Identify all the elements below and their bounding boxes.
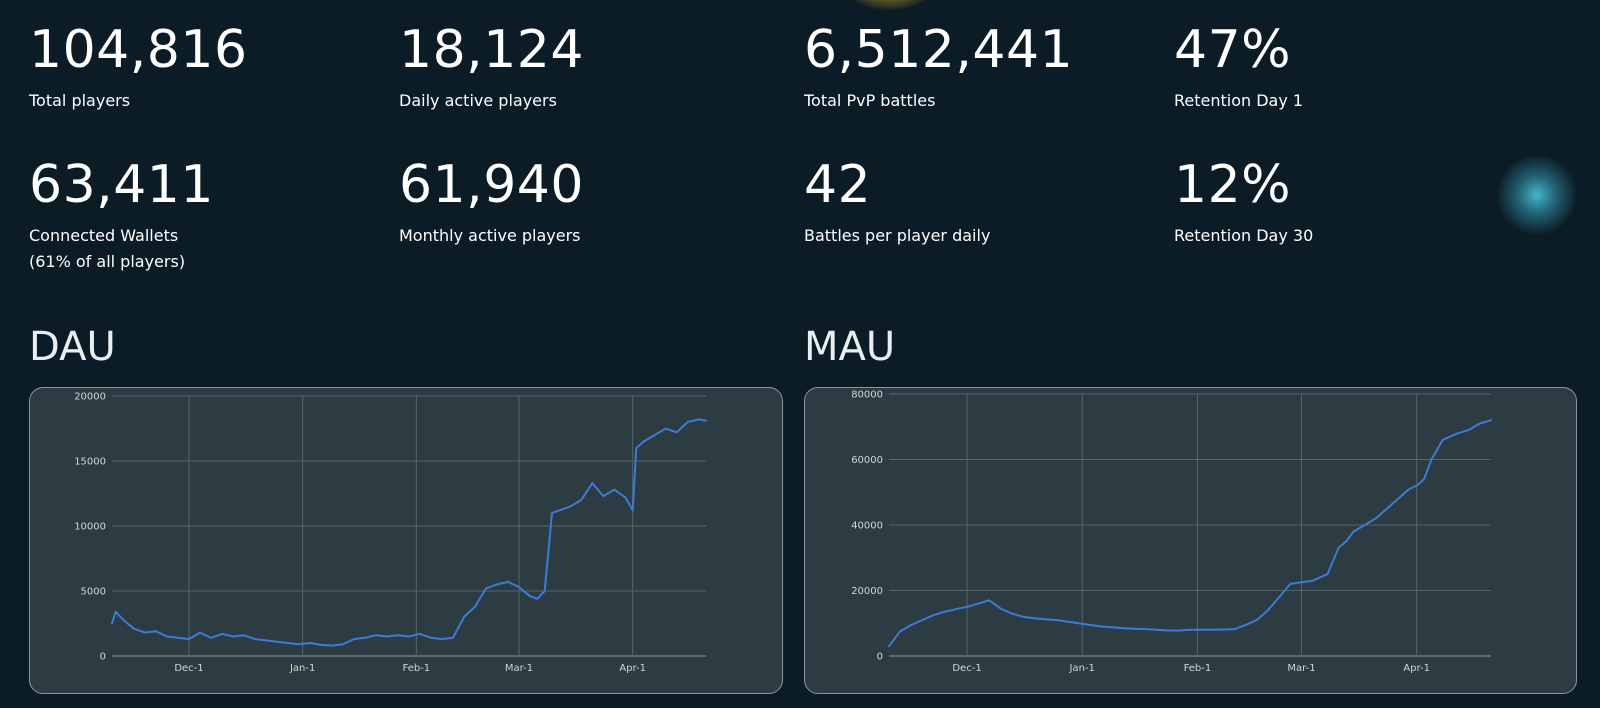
x-tick-label: Apr-1 [619, 663, 646, 674]
stat-value: 61,940 [399, 155, 584, 215]
stat-total-pvp-battles: 6,512,441 Total PvP battles [804, 20, 1073, 114]
dau-chart-panel: 0 5000 10000 15000 20000 Dec-1 Jan-1 Feb-1 Mar-1… [29, 387, 783, 694]
stat-retention-day-30: 12% Retention Day 30 [1174, 155, 1313, 249]
x-tick-label: Jan-1 [1069, 663, 1095, 674]
x-tick-label: Mar-1 [1287, 663, 1315, 674]
stat-monthly-active-players: 61,940 Monthly active players [399, 155, 584, 249]
stat-label: Battles per player daily [804, 226, 991, 245]
stat-value: 47% [1174, 20, 1292, 80]
stat-value: 12% [1174, 155, 1292, 215]
stat-label: Retention Day 1 [1174, 91, 1304, 110]
x-tick-label: Apr-1 [1403, 663, 1430, 674]
y-tick-label: 20000 [851, 586, 883, 597]
y-tick-label: 0 [100, 652, 106, 663]
mau-section-title: MAU [804, 324, 896, 370]
stat-retention-day-1: 47% Retention Day 1 [1174, 20, 1303, 114]
stat-value: 6,512,441 [804, 20, 1074, 80]
y-tick-label: 5000 [81, 587, 106, 598]
stat-value: 63,411 [29, 155, 214, 215]
stat-label: Total PvP battles [804, 91, 936, 110]
x-tick-label: Mar-1 [505, 663, 533, 674]
stat-daily-active-players: 18,124 Daily active players [399, 20, 584, 114]
stat-value: 42 [804, 155, 872, 215]
cyan-glow [1497, 155, 1577, 235]
y-tick-label: 60000 [851, 455, 883, 466]
mau-chart: 0 20000 40000 60000 80000 Dec-1 Jan-1 Feb-1 Mar-… [851, 390, 1492, 674]
stat-label: Monthly active players [399, 226, 581, 245]
stat-total-players: 104,816 Total players [29, 20, 248, 114]
y-tick-label: 15000 [74, 457, 106, 468]
y-tick-label: 40000 [851, 521, 883, 532]
y-tick-label: 20000 [74, 392, 106, 403]
series-line [888, 419, 1492, 648]
x-tick-label: Jan-1 [289, 663, 315, 674]
y-tick-label: 10000 [74, 522, 106, 533]
stat-label: Retention Day 30 [1174, 226, 1314, 245]
y-tick-label: 0 [877, 652, 883, 663]
x-tick-label: Feb-1 [402, 663, 430, 674]
y-tick-label: 80000 [851, 390, 883, 401]
stat-label: Total players [29, 91, 131, 110]
stat-battles-per-player: 42 Battles per player daily [804, 155, 990, 249]
x-tick-label: Dec-1 [952, 663, 981, 674]
x-tick-label: Feb-1 [1184, 663, 1212, 674]
mau-chart-panel: 0 20000 40000 60000 80000 Dec-1 Jan-1 Feb-1 Mar-… [804, 387, 1577, 694]
x-tick-label: Dec-1 [174, 663, 203, 674]
stat-label: Daily active players [399, 91, 557, 110]
stat-label: Connected Wallets (61% of all players) [29, 223, 214, 275]
stat-label-main: Connected Wallets [29, 226, 179, 245]
stat-label-sub: (61% of all players) [29, 252, 186, 271]
dau-chart: 0 5000 10000 15000 20000 Dec-1 Jan-1 Feb-1 Mar-1… [74, 392, 707, 674]
yellow-glow [845, 0, 935, 10]
dau-section-title: DAU [29, 324, 116, 370]
stat-value: 18,124 [399, 20, 584, 80]
stat-value: 104,816 [29, 20, 248, 80]
series-line [111, 418, 707, 647]
stat-connected-wallets: 63,411 Connected Wallets (61% of all pla… [29, 155, 214, 275]
